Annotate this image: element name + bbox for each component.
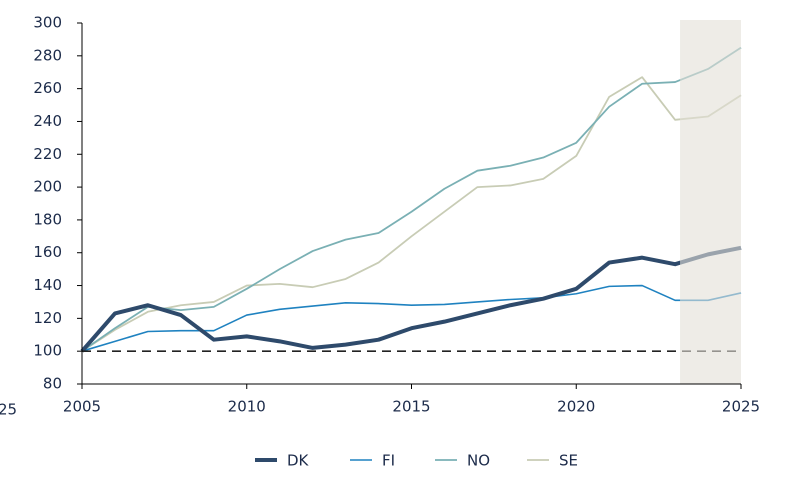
y-tick-label: 260 — [33, 79, 62, 97]
series-line — [80, 245, 742, 353]
y-tick-label: 80 — [43, 375, 62, 393]
legend-label: DK — [287, 452, 310, 470]
x-tick-label: 2015 — [392, 398, 430, 416]
y-tick-label: 200 — [33, 178, 62, 196]
y-tick-label: 240 — [33, 112, 62, 130]
x-tick-label: 2010 — [228, 398, 266, 416]
legend-label: SE — [559, 452, 578, 470]
x-tick-label: 2020 — [557, 398, 595, 416]
annotation: 25 — [0, 401, 17, 419]
x-tick-label: 2005 — [63, 398, 101, 416]
y-tick-label: 160 — [33, 243, 62, 261]
x-tick-label: 2025 — [722, 398, 760, 416]
y-tick-label: 100 — [33, 342, 62, 360]
legend-label: FI — [382, 452, 395, 470]
legend-label: NO — [467, 452, 490, 470]
y-tick-label: 280 — [33, 46, 62, 64]
y-tick-label: 300 — [33, 14, 62, 32]
y-tick-label: 120 — [33, 309, 62, 327]
series-line — [81, 284, 742, 352]
series-line — [81, 46, 742, 352]
y-tick-label: 180 — [33, 210, 62, 228]
y-tick-label: 220 — [33, 145, 62, 163]
series-line — [81, 76, 742, 352]
y-tick-label: 140 — [33, 276, 62, 294]
forecast-shade — [680, 20, 741, 384]
